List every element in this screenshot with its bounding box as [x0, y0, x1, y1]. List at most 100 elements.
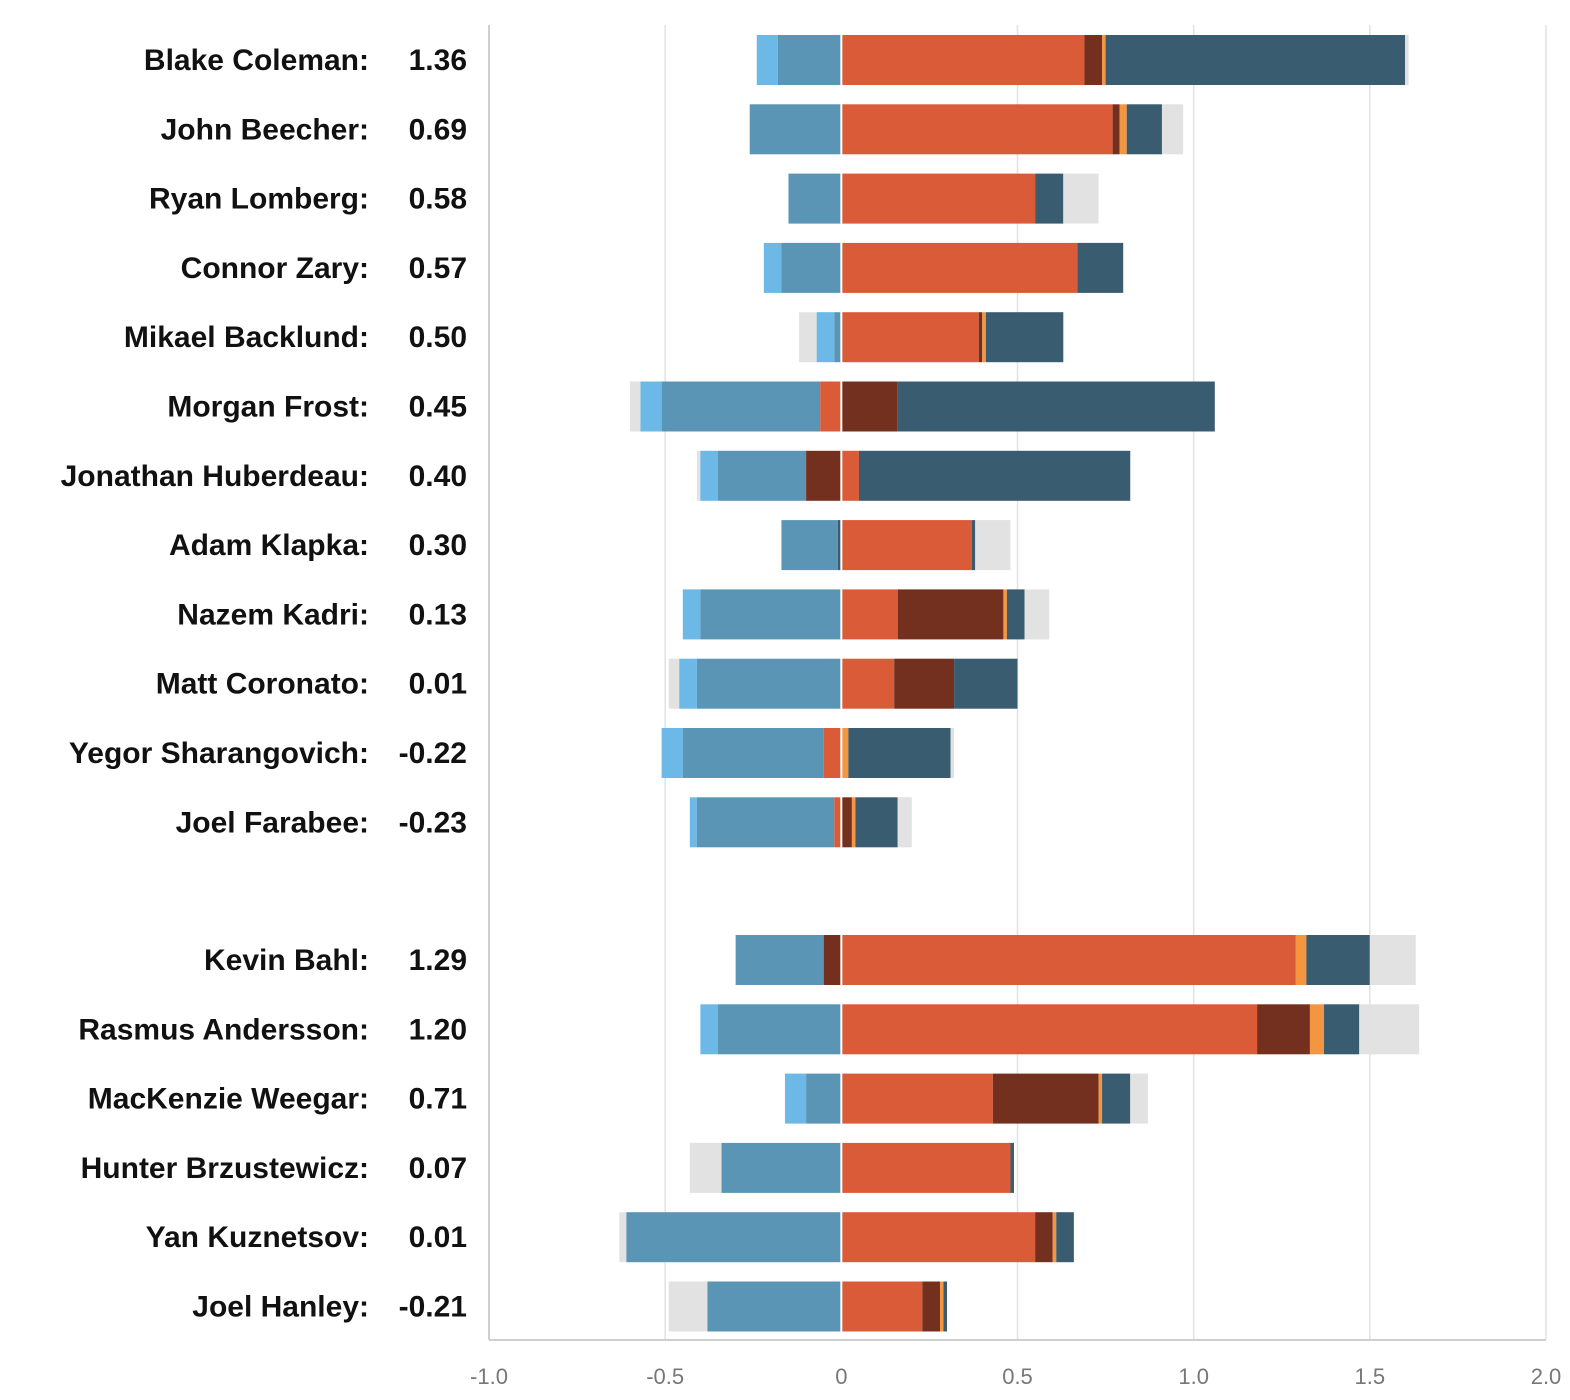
bar-segment [1084, 35, 1103, 85]
x-tick-label: 1.5 [1355, 1364, 1386, 1389]
player-name: Hunter Brzustewicz: [81, 1152, 369, 1185]
bar-segment [841, 450, 859, 501]
bar-segment [1102, 1073, 1131, 1124]
x-tick-label: 2.0 [1531, 1364, 1562, 1389]
bar-segment [799, 312, 817, 363]
bar-segment [985, 312, 1064, 363]
bar-segment [841, 35, 1085, 85]
bar-segment [1052, 1212, 1057, 1263]
bar-segment [950, 728, 955, 778]
bar-segment [1024, 589, 1050, 640]
bar-segment [718, 1004, 842, 1055]
x-tick-label: 0.5 [1002, 1364, 1033, 1389]
bar-segment [1102, 35, 1106, 85]
bar-segment [841, 658, 895, 709]
player-name: Joel Farabee: [176, 806, 369, 839]
player-total: -0.23 [399, 806, 467, 839]
bar-segment [841, 935, 1296, 985]
bar-segment [1405, 35, 1409, 85]
bar-segment [954, 658, 1018, 709]
bar-segment [668, 1281, 708, 1332]
bar-segment [939, 1281, 944, 1332]
bar-segment [897, 381, 1215, 432]
player-total: 0.50 [409, 321, 467, 354]
bar-segment [626, 1212, 842, 1263]
player-name: Matt Coronato: [156, 668, 369, 701]
bar-segment [816, 312, 835, 363]
player-name: Kevin Bahl: [204, 944, 369, 977]
bar-segment [682, 728, 824, 778]
bar-segment [661, 728, 683, 778]
player-name: Rasmus Andersson: [78, 1013, 369, 1046]
x-tick-label: 1.0 [1178, 1364, 1209, 1389]
bar-segment [763, 242, 782, 293]
bar-segment [781, 520, 838, 571]
bar-segment [841, 1073, 993, 1124]
player-name: Blake Coleman: [144, 44, 369, 77]
bar-segment [1077, 242, 1124, 293]
bar-segment [1098, 1073, 1103, 1124]
player-total: 0.71 [409, 1083, 467, 1116]
bar-segment [982, 312, 986, 363]
x-tick-label: -0.5 [646, 1364, 684, 1389]
bar-segment [700, 589, 842, 640]
bar-segment [718, 450, 807, 501]
player-name: Morgan Frost: [167, 391, 369, 424]
bar-segment [1063, 173, 1099, 224]
bar-segment [1112, 104, 1120, 155]
player-name: John Beecher: [161, 113, 369, 146]
player-name: Nazem Kadri: [177, 598, 369, 631]
bar-segment [707, 1281, 842, 1332]
player-name: Joel Hanley: [192, 1291, 369, 1324]
bar-segment [1295, 935, 1307, 985]
player-total: 0.40 [409, 460, 467, 493]
bar-segment [858, 450, 1131, 501]
bar-segment [781, 242, 842, 293]
bar-segment [1306, 935, 1370, 985]
bar-segment [841, 589, 898, 640]
bar-segment [1006, 589, 1025, 640]
bar-segment [837, 520, 842, 571]
bar-segment [848, 728, 951, 778]
bar-segment [682, 589, 701, 640]
bar-segment [841, 1142, 1011, 1193]
bar-segment [696, 450, 701, 501]
bar-segment [1309, 1004, 1325, 1055]
bar-segment [756, 35, 778, 85]
bar-segment [1003, 589, 1007, 640]
player-total: 0.58 [409, 183, 467, 216]
bar-segment [1035, 1212, 1053, 1263]
player-total: 0.30 [409, 529, 467, 562]
bar-segment [1324, 1004, 1360, 1055]
bar-segment [640, 381, 662, 432]
bar-segment [943, 1281, 948, 1332]
bar-segment [971, 520, 976, 571]
bar-segment [823, 935, 842, 985]
bar-segment [1105, 35, 1406, 85]
bar-segment [834, 312, 842, 363]
bar-segment [841, 797, 852, 848]
player-total: -0.21 [399, 1291, 467, 1324]
bar-segment [841, 520, 972, 571]
bar-segment [841, 104, 1113, 155]
player-total: -0.22 [399, 737, 467, 770]
bar-segment [820, 381, 842, 432]
bar-segment [806, 1073, 842, 1124]
bar-segment [841, 173, 1036, 224]
player-name: Ryan Lomberg: [149, 183, 369, 216]
player-name: MacKenzie Weegar: [88, 1083, 369, 1116]
bar-segment [841, 1004, 1258, 1055]
bar-segment [749, 104, 842, 155]
player-name: Yegor Sharangovich: [69, 737, 369, 770]
bar-segment [696, 797, 835, 848]
bar-segment [841, 242, 1078, 293]
bar-segment [841, 381, 898, 432]
bar-segment [696, 658, 842, 709]
bar-segment [700, 450, 719, 501]
bar-segment [834, 797, 842, 848]
player-total: 0.57 [409, 252, 467, 285]
bar-segment [700, 1004, 719, 1055]
bars [619, 25, 1420, 1340]
bar-segment [1119, 104, 1127, 155]
